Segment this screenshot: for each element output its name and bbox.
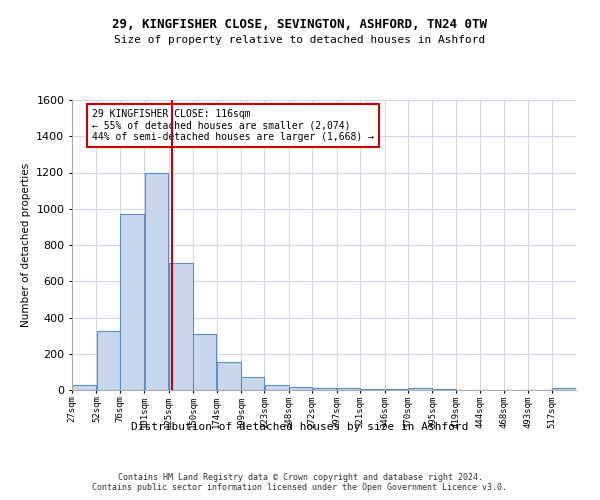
Text: Distribution of detached houses by size in Ashford: Distribution of detached houses by size …: [131, 422, 469, 432]
Bar: [169, 263, 193, 390]
Bar: [241, 378, 264, 390]
Bar: [193, 334, 217, 390]
Text: 29 KINGFISHER CLOSE: 116sqm
← 55% of detached houses are smaller (2,074)
44% of : 29 KINGFISHER CLOSE: 116sqm ← 55% of det…: [92, 108, 374, 142]
Y-axis label: Number of detached properties: Number of detached properties: [20, 163, 31, 327]
Bar: [97, 331, 119, 390]
Text: Size of property relative to detached houses in Ashford: Size of property relative to detached ho…: [115, 35, 485, 45]
Bar: [337, 388, 360, 390]
Bar: [120, 214, 144, 390]
Bar: [361, 389, 385, 390]
Bar: [408, 388, 432, 390]
Bar: [72, 386, 96, 390]
Bar: [265, 386, 289, 390]
Bar: [313, 388, 337, 390]
Bar: [552, 388, 576, 390]
Bar: [145, 172, 169, 390]
Text: Contains HM Land Registry data © Crown copyright and database right 2024.
Contai: Contains HM Land Registry data © Crown c…: [92, 473, 508, 492]
Bar: [217, 362, 241, 390]
Text: 29, KINGFISHER CLOSE, SEVINGTON, ASHFORD, TN24 0TW: 29, KINGFISHER CLOSE, SEVINGTON, ASHFORD…: [113, 18, 487, 30]
Bar: [289, 388, 312, 390]
